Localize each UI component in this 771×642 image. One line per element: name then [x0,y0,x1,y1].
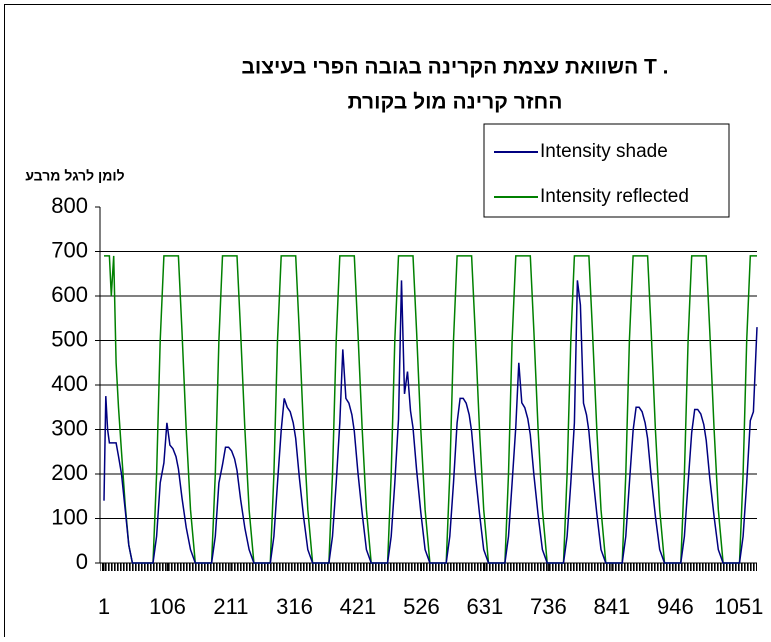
x-axis-ticks-band [100,563,757,571]
y-tick-label: 600 [51,282,88,307]
x-tick-label: 211 [213,594,248,619]
x-tick-label: 841 [594,594,631,619]
chart-subtitle: החזר קרינה מול בקורת [348,91,563,114]
chart-title: השוואת עצמת הקרינה בגובה הפרי בעיצוב T . [241,56,668,79]
y-tick-label: 800 [51,193,88,218]
y-axis-label: לומן לרגל מרבע [25,168,124,184]
legend-label: Intensity shade [540,141,668,162]
x-tick-label: 316 [276,594,313,619]
y-tick-label: 400 [51,371,88,396]
y-tick-label: 200 [51,460,88,485]
x-tick-label: 526 [403,594,440,619]
y-tick-label: 700 [51,237,88,262]
x-tick-label: 736 [530,594,567,619]
y-tick-label: 300 [51,415,88,440]
y-tick-label: 500 [51,326,88,351]
y-tick-label: 100 [51,504,88,529]
x-tick-label: 1 [98,594,110,619]
legend: Intensity shade Intensity reflected [484,124,729,217]
legend-label: Intensity reflected [540,186,689,207]
x-tick-label: 421 [340,594,377,619]
x-tick-label: 106 [149,594,186,619]
x-tick-label: 631 [467,594,504,619]
x-tick-label: 946 [657,594,694,619]
y-tick-label: 0 [76,549,88,574]
x-tick-label: 1051 [714,594,763,619]
